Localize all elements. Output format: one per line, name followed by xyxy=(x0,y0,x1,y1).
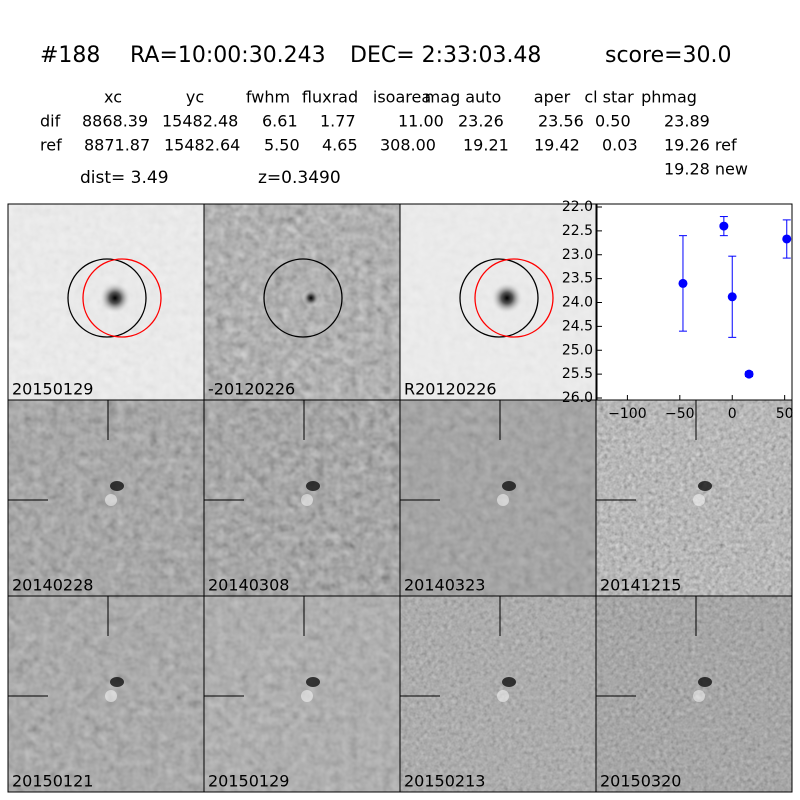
residual-light xyxy=(693,494,705,506)
column-header: yc xyxy=(186,88,204,107)
y-tick-label: 22.0 xyxy=(562,199,593,215)
candidate-id: #188 xyxy=(40,43,100,68)
table-cell: 308.00 xyxy=(380,136,436,155)
residual-light xyxy=(105,494,117,506)
aperture-ref xyxy=(82,258,162,338)
x-tick-label: 0 xyxy=(728,406,737,422)
source xyxy=(302,289,320,307)
y-tick-label: 26.0 xyxy=(562,390,593,406)
table-cell: dif xyxy=(40,112,61,131)
y-tick-label: 22.5 xyxy=(562,223,593,239)
aperture xyxy=(459,258,539,338)
aperture xyxy=(263,258,343,338)
table-cell: 0.50 xyxy=(595,112,631,131)
column-header: isoarea xyxy=(373,88,431,107)
stamp-label: 20150213 xyxy=(404,772,485,791)
table-cell: 8871.87 xyxy=(84,136,150,155)
residual-dark xyxy=(502,481,516,491)
residual-light xyxy=(301,690,313,702)
residual-dark xyxy=(306,677,320,687)
x-tick-label: 50 xyxy=(776,406,794,422)
table-cell: 23.89 xyxy=(664,112,710,131)
point xyxy=(782,234,792,244)
table-cell: 23.26 xyxy=(458,112,504,131)
point xyxy=(744,369,754,379)
table-cell: 15482.48 xyxy=(162,112,238,131)
y-tick-label: 23.0 xyxy=(562,247,593,263)
stamp-frame xyxy=(595,595,793,793)
table-cell: 15482.64 xyxy=(164,136,240,155)
table-cell: 0.03 xyxy=(602,136,638,155)
table-cell: 4.65 xyxy=(322,136,358,155)
table-cell: 19.26 ref xyxy=(664,136,737,155)
y-tick-label: 24.0 xyxy=(562,295,593,311)
residual-dark xyxy=(110,677,124,687)
score: score=30.0 xyxy=(605,43,732,68)
stamp-label: 20150320 xyxy=(600,772,681,791)
ra: RA=10:00:30.243 xyxy=(130,43,326,68)
column-header: phmag xyxy=(641,88,697,107)
source xyxy=(99,282,131,314)
residual-dark xyxy=(698,481,712,491)
residual-dark xyxy=(110,481,124,491)
table-cell: 6.61 xyxy=(262,112,298,131)
y-tick-label: 25.5 xyxy=(562,366,593,382)
table-cell: 23.56 xyxy=(538,112,584,131)
x-tick-label: −100 xyxy=(608,406,646,422)
series xyxy=(678,216,792,379)
table-cell: 8868.39 xyxy=(82,112,148,131)
stamp-label: 20150129 xyxy=(12,380,93,399)
stamp-label: 20141215 xyxy=(600,576,681,595)
table-cell: 5.50 xyxy=(264,136,300,155)
column-header: xc xyxy=(104,88,122,107)
residual-light xyxy=(693,690,705,702)
column-header: fluxrad xyxy=(302,88,358,107)
phmag-new: 19.28 new xyxy=(664,160,748,179)
distance: dist= 3.49 xyxy=(80,168,169,188)
point xyxy=(678,278,688,288)
table-cell: 19.42 xyxy=(534,136,580,155)
y-tick-label: 23.5 xyxy=(562,271,593,287)
stamp-label: 20150121 xyxy=(12,772,93,791)
table-cell: 1.77 xyxy=(320,112,356,131)
residual-dark xyxy=(502,677,516,687)
dec: DEC= 2:33:03.48 xyxy=(350,43,541,68)
residual-light xyxy=(497,690,509,702)
residual-light xyxy=(105,690,117,702)
plot-area xyxy=(596,203,793,401)
column-header: fwhm xyxy=(246,88,290,107)
table-cell: ref xyxy=(40,136,62,155)
residual-light xyxy=(301,494,313,506)
stamp-label: 20140228 xyxy=(12,576,93,595)
stamp-label: 20140323 xyxy=(404,576,485,595)
x-tick-label: −50 xyxy=(665,406,695,422)
column-header: mag auto xyxy=(425,88,502,107)
column-header: cl star xyxy=(584,88,634,107)
redshift: z=0.3490 xyxy=(258,168,341,188)
point xyxy=(727,292,737,302)
y-tick-label: 25.0 xyxy=(562,342,593,358)
source xyxy=(491,282,523,314)
stamp-label: 20140308 xyxy=(208,576,289,595)
residual-light xyxy=(497,494,509,506)
stamp-label: -20120226 xyxy=(208,380,295,399)
stamp-label: R20120226 xyxy=(404,380,497,399)
stamp-noise xyxy=(204,204,400,400)
point xyxy=(719,221,729,231)
table-cell: 11.00 xyxy=(398,112,444,131)
column-header: aper xyxy=(534,88,571,107)
aperture-ref xyxy=(474,258,554,338)
stamp-label: 20150129 xyxy=(208,772,289,791)
aperture xyxy=(67,258,147,338)
residual-dark xyxy=(306,481,320,491)
y-tick-label: 24.5 xyxy=(562,318,593,334)
residual-dark xyxy=(698,677,712,687)
table-cell: 19.21 xyxy=(463,136,509,155)
